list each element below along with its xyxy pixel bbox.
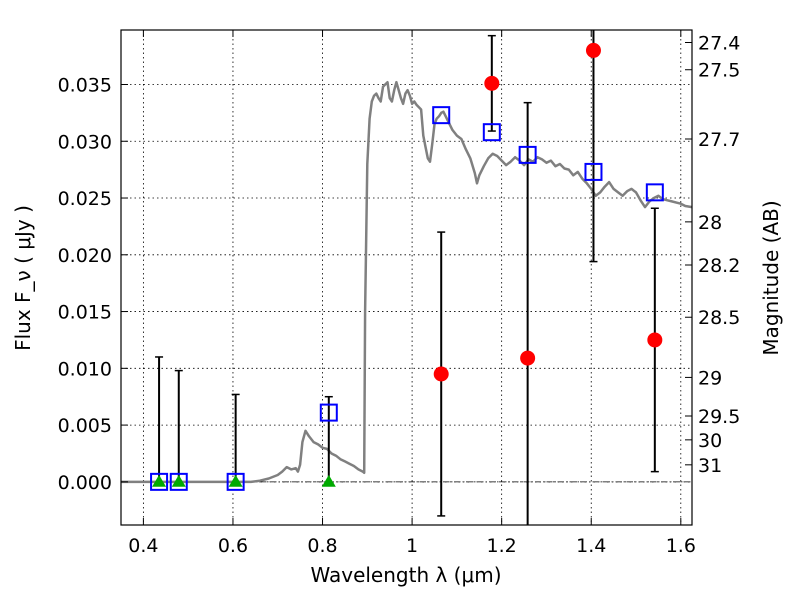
magnitude-tick-label: 29.5 [698,406,740,428]
upper-limit-marker [321,474,336,487]
y-tick-label: 0.000 [58,472,112,494]
magnitude-tick-label: 30 [698,430,722,452]
model-sed-line [121,80,693,484]
y-tick-label: 0.015 [58,302,112,324]
observed-flux-point [484,75,500,91]
magnitude-tick-label: 27.5 [698,60,740,82]
x-axis-title: Wavelength λ (μm) [310,563,501,587]
model-photometry-square [319,403,338,422]
y-tick-label: 0.020 [58,245,112,267]
magnitude-tick-label: 28.5 [698,307,740,329]
magnitude-tick-label: 29 [698,367,722,389]
observed-flux-point [585,42,601,58]
model-photometry-square [150,472,169,491]
magnitude-tick-label: 28.2 [698,255,740,277]
grid-lines [121,30,692,525]
y-tick-label: 0.025 [58,188,112,210]
x-tick-label: 1.4 [576,535,606,557]
y-axis-title: Flux F_ν ( μJy ) [11,205,35,351]
y-tick-label: 0.005 [58,415,112,437]
observed-flux-point [647,332,663,348]
observed-flux-point [520,350,536,366]
y-tick-labels: 0.000 0.005 0.010 0.015 0.020 0.025 0.030 0.035 [58,74,112,493]
x-tick-label: 0.8 [307,535,337,557]
x-tick-label: 0.6 [218,535,248,557]
model-photometry-square [169,472,188,491]
y2-axis-title: Magnitude (AB) [759,200,783,355]
model-photometry-square [518,145,537,164]
x-tick-label: 0.4 [128,535,158,557]
x-tick-label: 1.2 [487,535,517,557]
x-tick-labels: 0.4 0.6 0.8 1 1.2 1.4 1.6 [128,535,696,557]
x-tick-label: 1.6 [666,535,696,557]
magnitude-tick-label: 27.4 [698,32,740,54]
error-bars [155,30,659,525]
model-photometry-square [645,183,664,202]
x-tick-label: 1 [406,535,418,557]
magnitude-tick-labels: 27.4 27.5 27.7 28 28.2 28.5 29 29.530 31 [698,32,740,476]
upper-limit-marker [152,474,167,487]
model-sed-layer [121,80,693,484]
y-tick-label: 0.030 [58,131,112,153]
magnitude-tick-label: 31 [698,455,722,477]
magnitude-tick-label: 27.7 [698,129,740,151]
y-tick-label: 0.035 [58,74,112,96]
y-tick-label: 0.010 [58,358,112,380]
observed-flux-point [433,366,449,382]
model-photometry-square [432,106,451,125]
data-markers [150,42,664,491]
upper-limit-marker [228,474,243,487]
upper-limit-marker [171,474,186,487]
model-photometry-square [584,162,603,181]
tick-marks [121,30,692,525]
magnitude-tick-label: 28 [698,212,722,234]
axes [120,29,693,526]
model-photometry-square [482,123,501,142]
plot-frame [120,29,693,526]
model-photometry-square [226,472,245,491]
